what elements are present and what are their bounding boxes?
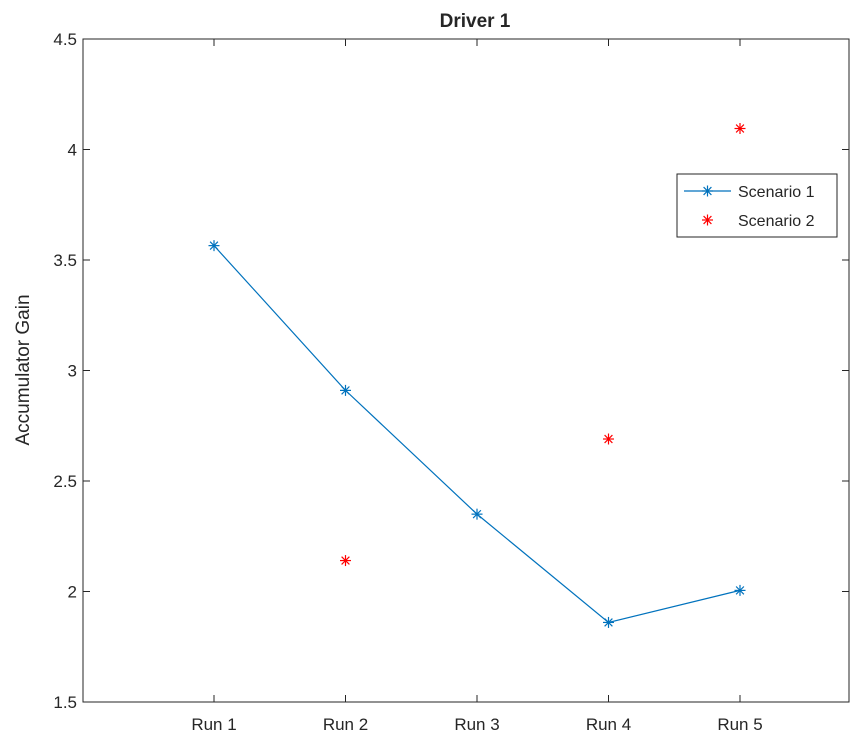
legend: Scenario 1 Scenario 2 — [676, 173, 838, 238]
legend-box — [676, 173, 838, 238]
y-tick-label: 4 — [68, 141, 77, 160]
x-tick-label: Run 2 — [323, 715, 368, 734]
series-layer — [208, 123, 746, 628]
series-1-point — [340, 384, 351, 396]
y-tick-label: 4.5 — [53, 30, 77, 49]
series-2-point — [340, 555, 351, 567]
y-axis: 1.5 2 2.5 3 3.5 4 4.5 — [53, 30, 849, 712]
x-tick-label: Run 1 — [191, 715, 236, 734]
y-tick-label: 1.5 — [53, 693, 77, 712]
plot-area — [82, 38, 850, 703]
legend-marker-2 — [702, 214, 713, 226]
chart-title: Driver 1 — [440, 11, 511, 32]
y-tick-label: 3.5 — [53, 251, 77, 270]
x-axis: Run 1 Run 2 Run 3 Run 4 Run 5 — [191, 39, 763, 734]
y-tick-label: 2.5 — [53, 472, 77, 491]
legend-label-2: Scenario 2 — [738, 213, 815, 230]
series-1-point — [603, 616, 614, 628]
series-2-point — [734, 123, 746, 135]
x-tick-label: Run 3 — [454, 715, 499, 734]
y-axis-label: Accumulator Gain — [13, 294, 34, 445]
series-2-point — [603, 433, 614, 445]
legend-label-1: Scenario 1 — [738, 184, 815, 201]
series-1-point — [208, 240, 220, 252]
series-1-point — [471, 508, 483, 520]
y-tick-label: 2 — [68, 583, 77, 602]
legend-marker-1 — [702, 185, 713, 197]
y-tick-label: 3 — [68, 362, 77, 381]
series-1-point — [734, 584, 746, 596]
x-tick-label: Run 4 — [586, 715, 631, 734]
x-tick-label: Run 5 — [717, 715, 762, 734]
